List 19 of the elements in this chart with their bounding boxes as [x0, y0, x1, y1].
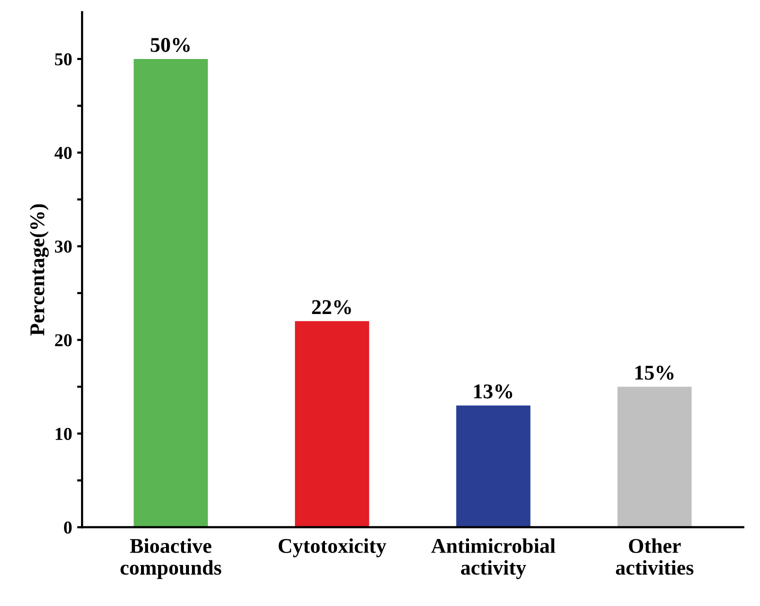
data-label: 50% [150, 38, 190, 52]
y-tick-label: 10 [56, 428, 72, 440]
y-tick-label: 20 [55, 334, 72, 346]
data-label: 15% [635, 366, 674, 380]
x-tick-label: Antimicrobial activity [431, 538, 556, 580]
x-tick-label: Cytotoxicity [278, 538, 386, 558]
bar [294, 321, 370, 528]
y-tick-label: 50 [55, 53, 72, 66]
y-axis-title: Percentage(%) [30, 204, 49, 336]
data-label: 22% [312, 300, 351, 314]
bar [617, 386, 692, 528]
y-tick-label: 40 [54, 146, 72, 160]
bar [456, 405, 530, 528]
y-tick-label: 0 [64, 521, 72, 534]
bar [134, 58, 208, 528]
data-label: 13% [474, 384, 512, 399]
y-tick-label: 30 [54, 240, 72, 253]
x-tick-label: Other activities [616, 538, 694, 575]
x-tick-label: Bioactive compounds [120, 538, 222, 580]
